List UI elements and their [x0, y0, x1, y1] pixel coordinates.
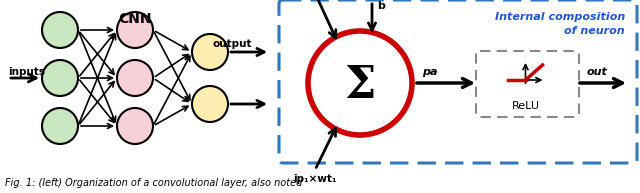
Text: inputs: inputs	[8, 67, 45, 77]
Circle shape	[192, 86, 228, 122]
Text: of neuron: of neuron	[564, 26, 625, 36]
Text: CNN: CNN	[118, 12, 152, 26]
Circle shape	[42, 60, 78, 96]
Circle shape	[42, 108, 78, 144]
Text: Internal composition: Internal composition	[495, 12, 625, 22]
Text: ip₁×wt₁: ip₁×wt₁	[293, 174, 337, 184]
Circle shape	[192, 34, 228, 70]
Text: ReLU: ReLU	[511, 101, 540, 111]
Text: Fig. 1: (left) Organization of a convolutional layer, also noted: Fig. 1: (left) Organization of a convolu…	[5, 178, 302, 188]
Text: Σ: Σ	[344, 64, 376, 108]
Text: pa: pa	[422, 67, 438, 77]
Text: out: out	[587, 67, 608, 77]
Circle shape	[117, 60, 153, 96]
Circle shape	[117, 12, 153, 48]
Circle shape	[117, 108, 153, 144]
Circle shape	[42, 12, 78, 48]
Text: b: b	[377, 1, 385, 11]
FancyBboxPatch shape	[476, 51, 579, 117]
Text: output: output	[212, 39, 252, 49]
Circle shape	[308, 31, 412, 135]
